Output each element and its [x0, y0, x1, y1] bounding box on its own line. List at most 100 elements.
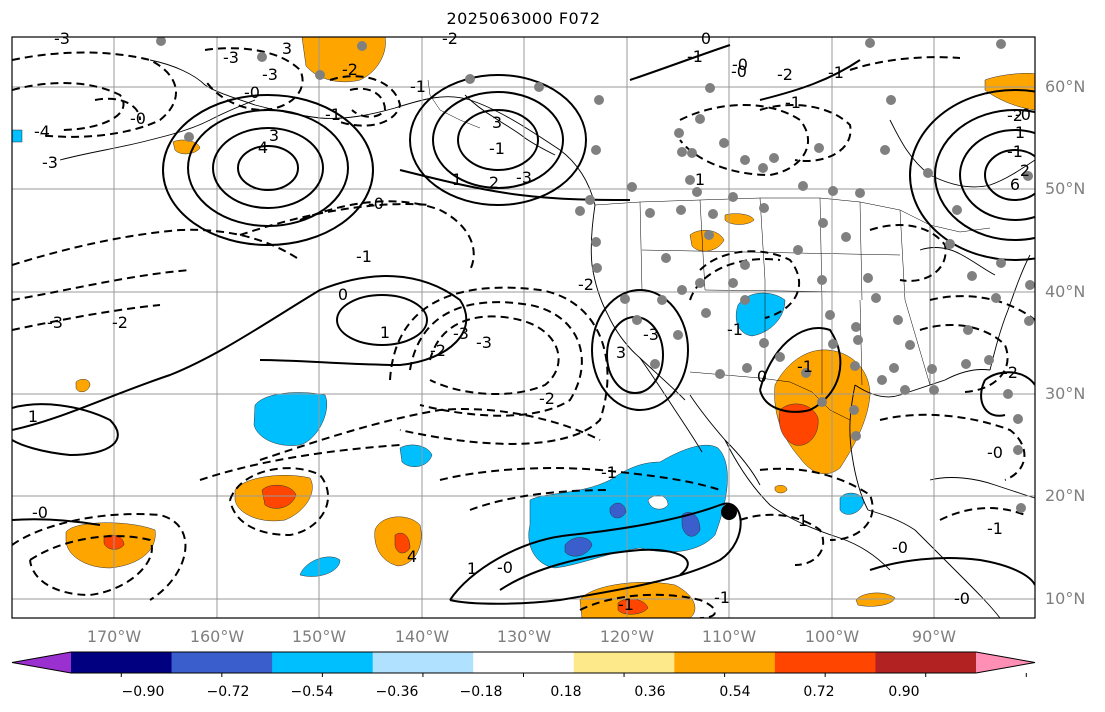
station-dot [184, 132, 194, 142]
station-dot [740, 260, 750, 270]
contour-label: 2 [489, 173, 499, 192]
contour-1-caribbean [869, 557, 1035, 586]
shading-orange-hudson [984, 73, 1035, 111]
lat-label: 30°N [1045, 384, 1086, 403]
station-dot [657, 295, 667, 305]
contour-label: -3 [47, 313, 63, 332]
high-center-alaska-gulf-2 [212, 127, 324, 209]
contour-neg-gulf-1 [759, 467, 874, 541]
shading-orange-gulf-small [774, 485, 788, 494]
station-dot [929, 385, 939, 395]
contour-label: 4 [258, 138, 268, 157]
contour-label: -0 [244, 83, 260, 102]
contour-neg-southwest-1 [29, 535, 153, 597]
station-dot [991, 293, 1001, 303]
contour-label: -3 [453, 324, 469, 343]
coastline-bc-inlets [464, 94, 556, 156]
colorbar-tick-label: −0.54 [290, 684, 334, 700]
station-dot [825, 310, 835, 320]
contour-label: 1 [380, 323, 390, 342]
shading-cyan-small-2 [299, 556, 341, 577]
contour-neg-west-3 [12, 304, 161, 331]
station-dot [841, 232, 851, 242]
coastline-east-coast [989, 254, 1031, 371]
contour-label: -2 [442, 29, 458, 48]
current-position-marker [721, 504, 737, 520]
station-dot [851, 322, 861, 332]
station-dot [758, 163, 768, 173]
shading-cyan-southwest [735, 292, 786, 337]
station-dot [996, 258, 1006, 268]
contour-neg-east-4 [879, 413, 1026, 481]
shaded-anomaly-areas [12, 37, 1035, 618]
station-dot [594, 95, 604, 105]
graticule [12, 37, 1035, 618]
contour-neg-west-1 [12, 228, 301, 266]
station-dot [886, 95, 896, 105]
station-dot [620, 294, 630, 304]
station-dot [708, 209, 718, 219]
contour-label: -1 [618, 595, 634, 614]
contour-label: 3 [269, 126, 279, 145]
contour-label: 4 [407, 547, 417, 566]
shading-blue-mexico-2 [609, 502, 627, 519]
station-dot [1023, 171, 1033, 181]
high-center-bc [457, 109, 539, 171]
contour-label: -1 [785, 93, 801, 112]
high-center-bc-2 [432, 91, 564, 189]
contour-label: -0 [1015, 105, 1031, 124]
coastline-aleutian-chain [59, 99, 256, 161]
shading-red-hawaii-1 [261, 484, 297, 509]
contour-label: 6 [1010, 175, 1020, 194]
lon-label: 130°W [496, 627, 552, 646]
contour-label: -0 [368, 194, 384, 213]
colorbar-extend-low [12, 652, 71, 673]
station-dot [575, 206, 585, 216]
station-dot [963, 325, 973, 335]
station-dot [742, 363, 752, 373]
shading-red-texas [779, 403, 819, 446]
contour-label: -1 [687, 47, 703, 66]
station-dot [357, 41, 367, 51]
station-dot [632, 315, 642, 325]
coastline-alaska-aleutians [149, 59, 596, 206]
contour-label: -1 [410, 77, 426, 96]
contour-label: -3 [262, 65, 278, 84]
contour-neg-central-1 [679, 104, 810, 177]
colorbar-tick-label: −0.18 [459, 684, 503, 700]
shading-orange-small [75, 379, 91, 393]
station-dot [769, 153, 779, 163]
shading-orange-south [855, 592, 896, 607]
station-dot [704, 230, 714, 240]
lat-label: 50°N [1045, 179, 1086, 198]
station-dot [798, 181, 808, 191]
contour-label: -2 [1002, 363, 1018, 382]
shading-blue-mexico-3 [681, 512, 701, 537]
contour-neg-hudson [849, 56, 961, 71]
station-dot [900, 385, 910, 395]
station-dot [701, 308, 711, 318]
contour-labels: -33-3-2-1-0-34-3-03-4-1-2-131 2 -3-0-1-2-3… [28, 29, 1031, 614]
station-dot [952, 205, 962, 215]
contour-neg-mid-2 [239, 203, 431, 236]
colorbar-segment [573, 652, 675, 673]
contour-neg-southwest-2 [12, 513, 187, 601]
high-center-alaska-gulf-4 [162, 94, 374, 246]
station-dot [828, 186, 838, 196]
contour-neg-aleutian-1 [12, 51, 177, 138]
station-dot [889, 363, 899, 373]
high-center-east-2 [959, 129, 1035, 221]
contour-neg-trough-3 [389, 286, 609, 445]
shading-cyan-small [399, 444, 433, 467]
contour-neg-mexico-2 [469, 489, 611, 511]
coastline-cuba [929, 477, 1035, 499]
contour-1-texas [759, 327, 842, 413]
station-dot [585, 195, 595, 205]
map-frame [11, 36, 1036, 619]
contour-neg-sw-mex [739, 513, 825, 566]
station-dot [591, 145, 601, 155]
lon-label: 160°W [189, 627, 245, 646]
contour-neg-east-1 [869, 224, 947, 282]
station-dot [880, 145, 890, 155]
colorbar-segment [171, 652, 273, 673]
